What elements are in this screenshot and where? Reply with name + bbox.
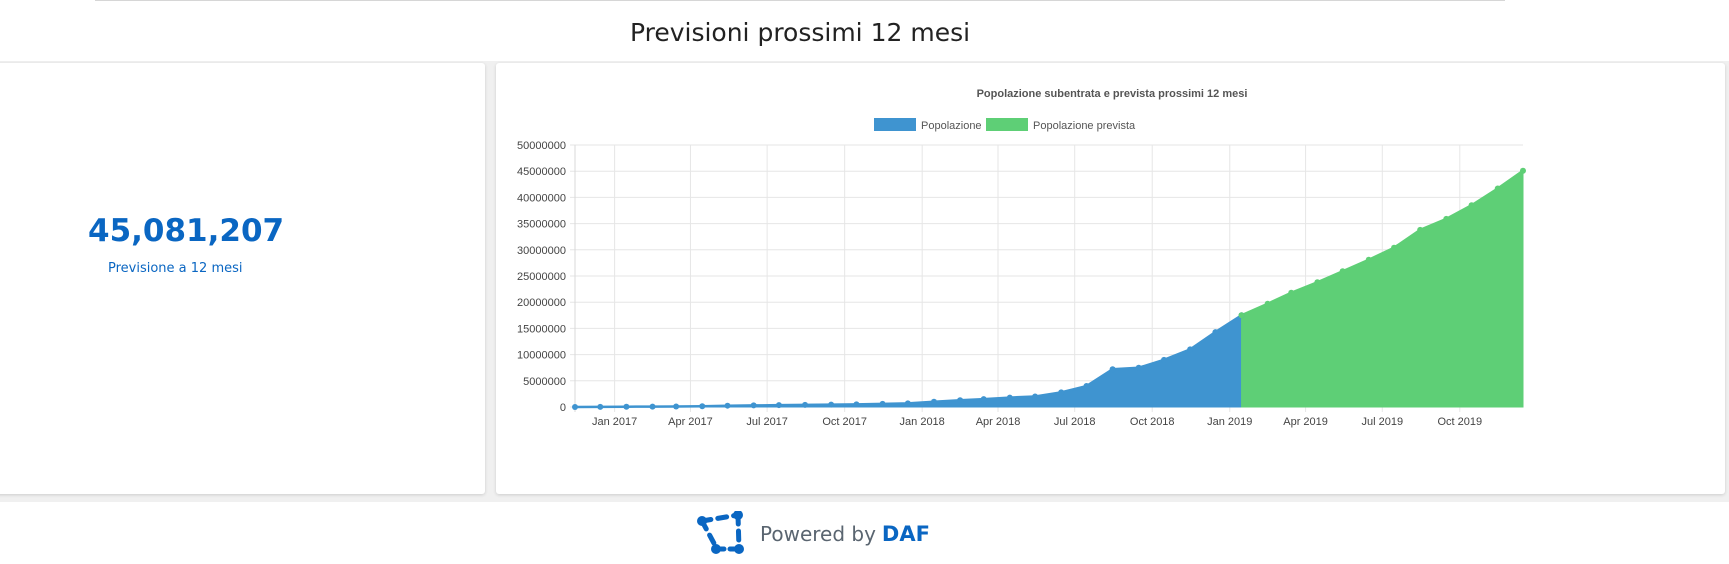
- kpi-label: Previsione a 12 mesi: [108, 261, 243, 276]
- data-point: [904, 400, 911, 407]
- powered-by-text: Powered by DAF: [760, 522, 930, 546]
- y-tick-label: 20000000: [517, 297, 566, 309]
- x-tick-label: Oct 2018: [1130, 416, 1175, 428]
- legend-label: Popolazione: [921, 120, 982, 132]
- x-tick-label: Oct 2019: [1437, 416, 1482, 428]
- data-point: [1212, 329, 1219, 336]
- y-tick-label: 30000000: [517, 245, 566, 257]
- chart-areas: [574, 169, 1524, 409]
- data-point: [853, 401, 860, 408]
- x-tick-label: Apr 2019: [1283, 416, 1328, 428]
- series-line-1: [1241, 169, 1524, 317]
- legend-swatch: [986, 118, 1028, 131]
- x-axis: Jan 2017 Apr 2017 Jul 2017 Oct 2017 Jan 2018…: [592, 416, 1482, 428]
- data-point: [1288, 289, 1295, 296]
- y-tick-label: 45000000: [517, 166, 566, 178]
- footer: Powered by DAF: [692, 510, 930, 558]
- daf-logo-icon: [697, 511, 744, 554]
- data-point: [1494, 185, 1501, 192]
- data-point: [1135, 364, 1142, 371]
- x-tick-label: Jan 2019: [1207, 416, 1252, 428]
- data-point: [1339, 268, 1346, 275]
- data-point: [572, 404, 578, 410]
- x-tick-label: Apr 2018: [976, 416, 1021, 428]
- data-point: [802, 401, 809, 408]
- data-point: [879, 400, 886, 407]
- data-point: [1161, 356, 1168, 363]
- top-divider: [95, 0, 1505, 1]
- data-point: [1468, 202, 1475, 209]
- data-point: [673, 403, 680, 410]
- data-point: [980, 396, 987, 403]
- series-area-0: [574, 314, 1243, 408]
- data-point: [1365, 256, 1372, 263]
- data-point: [930, 398, 937, 405]
- y-tick-label: 0: [560, 402, 566, 414]
- kpi-value: 45,081,207: [88, 213, 285, 249]
- data-point: [699, 403, 706, 410]
- legend-swatch: [874, 118, 916, 131]
- y-tick-label: 10000000: [517, 350, 566, 362]
- data-point: [828, 401, 835, 408]
- data-point: [1083, 383, 1090, 390]
- y-tick-label: 40000000: [517, 192, 566, 204]
- x-tick-label: Jan 2018: [900, 416, 945, 428]
- data-point: [623, 403, 630, 410]
- kpi-card: 45,081,207 Previsione a 12 mesi: [0, 63, 485, 494]
- data-point: [649, 403, 656, 410]
- chart-card: 0 5000000 10000000 15000000 20000000 25000000…: [496, 63, 1725, 494]
- brand-name: DAF: [881, 522, 930, 546]
- data-point: [724, 402, 731, 409]
- data-point: [1006, 394, 1013, 401]
- data-point: [750, 402, 757, 409]
- chart-title: Popolazione subentrata e prevista prossi…: [977, 88, 1248, 100]
- chart-points: [572, 167, 1526, 410]
- data-point: [1443, 215, 1450, 222]
- data-point: [1391, 244, 1398, 251]
- data-point: [1238, 312, 1245, 319]
- data-point: [1417, 226, 1424, 233]
- x-tick-label: Jul 2018: [1054, 416, 1096, 428]
- y-tick-label: 5000000: [523, 376, 566, 388]
- data-point: [597, 403, 604, 410]
- data-point: [1520, 167, 1526, 174]
- data-point: [1058, 389, 1065, 396]
- x-tick-label: Apr 2017: [668, 416, 713, 428]
- data-point: [1314, 279, 1321, 286]
- y-tick-label: 50000000: [517, 140, 566, 152]
- y-tick-label: 35000000: [517, 219, 566, 231]
- x-tick-label: Oct 2017: [822, 416, 867, 428]
- legend-label: Popolazione prevista: [1033, 120, 1136, 132]
- page-title: Previsioni prossimi 12 mesi: [629, 18, 971, 47]
- data-point: [957, 397, 964, 404]
- chart-legend: Popolazione Popolazione prevista: [874, 118, 1136, 132]
- data-point: [775, 402, 782, 409]
- x-tick-label: Jul 2019: [1361, 416, 1403, 428]
- x-tick-label: Jan 2017: [592, 416, 637, 428]
- data-point: [1032, 393, 1039, 400]
- y-tick-label: 15000000: [517, 323, 566, 335]
- y-axis: 0 5000000 10000000 15000000 20000000 25000000…: [517, 140, 566, 414]
- x-tick-label: Jul 2017: [746, 416, 788, 428]
- data-point: [1264, 300, 1271, 307]
- population-chart: 0 5000000 10000000 15000000 20000000 25000000…: [517, 88, 1526, 428]
- y-tick-label: 25000000: [517, 271, 566, 283]
- data-point: [1109, 366, 1116, 373]
- data-point: [1187, 346, 1194, 353]
